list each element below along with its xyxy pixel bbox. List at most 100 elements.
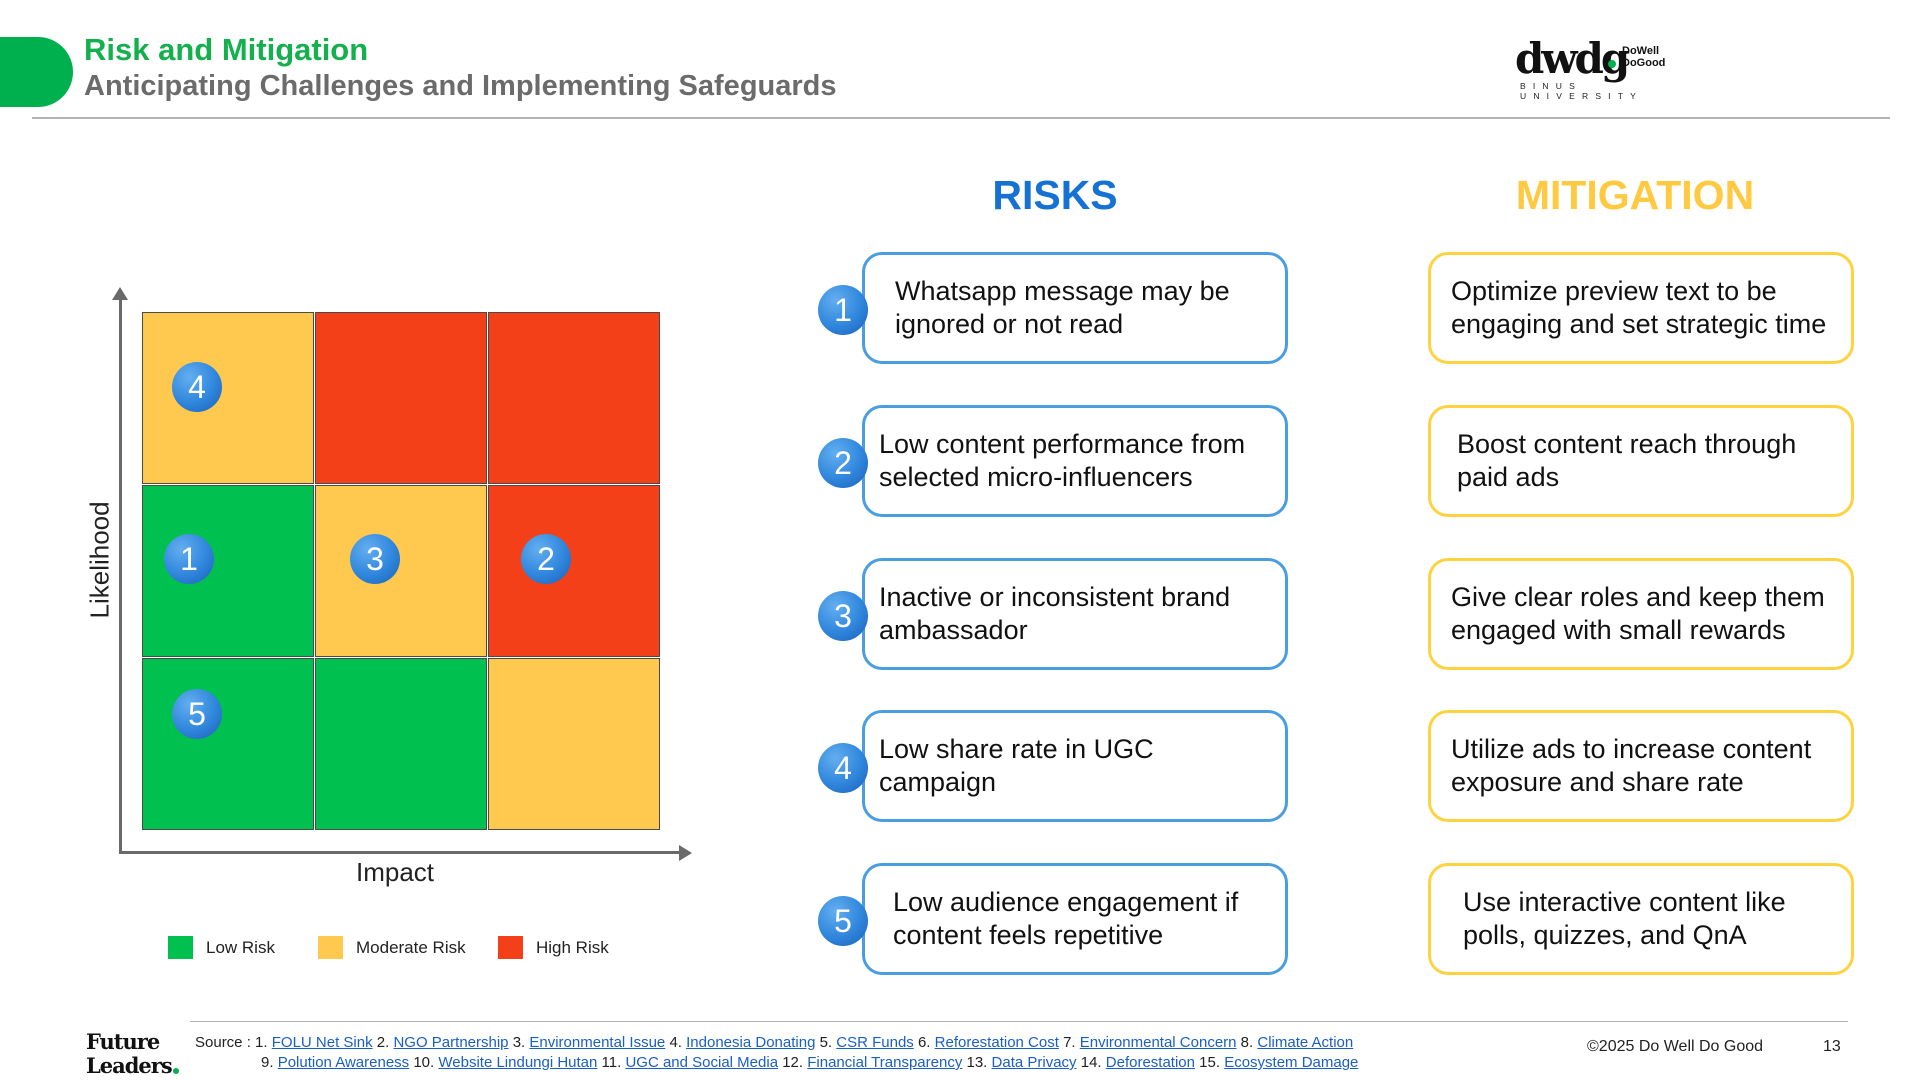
mitigation-card-4: Utilize ads to increase content exposure…	[1428, 710, 1854, 822]
risk-card-5: Low audience engagement if content feels…	[862, 863, 1288, 975]
legend-swatch	[318, 936, 343, 959]
sources-line1: Source : 1. FOLU Net Sink 2. NGO Partner…	[195, 1033, 1475, 1053]
logo-tagline: DoWell DoGood	[1622, 45, 1665, 69]
mitigation-card-1: Optimize preview text to be engaging and…	[1428, 252, 1854, 364]
matrix-badge-3: 3	[350, 534, 400, 584]
footer-divider	[190, 1021, 1848, 1022]
source-link[interactable]: CSR Funds	[836, 1034, 914, 1051]
page-title: Risk and Mitigation	[84, 32, 369, 67]
source-label: Source :	[195, 1034, 251, 1051]
matrix-cell-moderate	[488, 658, 660, 830]
source-link[interactable]: NGO Partnership	[393, 1034, 509, 1051]
sources-line2: 9. Polution Awareness 10. Website Lindun…	[195, 1053, 1475, 1073]
source-number: 1.	[255, 1034, 268, 1051]
mitigation-text: Boost content reach through paid ads	[1457, 429, 1797, 492]
x-axis	[119, 851, 683, 854]
matrix-cell-high	[488, 312, 660, 484]
risk-matrix: 4 1 3 2 5	[142, 312, 662, 832]
source-number: 15.	[1199, 1054, 1221, 1071]
x-axis-arrow	[679, 845, 692, 861]
source-number: 12.	[782, 1054, 804, 1071]
logo-university: BINUS UNIVERSITY	[1520, 81, 1644, 101]
legend-swatch	[168, 936, 193, 959]
y-axis-arrow	[112, 287, 128, 300]
future-leaders-logo: Future Leaders	[86, 1030, 173, 1078]
source-link[interactable]: Financial Transparency	[807, 1054, 963, 1071]
copyright: ©2025 Do Well Do Good	[1587, 1038, 1764, 1055]
logo-dot	[1608, 60, 1616, 68]
source-link[interactable]: Data Privacy	[991, 1054, 1077, 1071]
source-link[interactable]: Indonesia Donating	[686, 1034, 816, 1051]
source-number: 13.	[966, 1054, 988, 1071]
risk-card-3: Inactive or inconsistent brand ambassado…	[862, 558, 1288, 670]
source-number: 6.	[917, 1034, 931, 1051]
risk-badge-1: 1	[818, 285, 868, 335]
risk-badge-3: 3	[818, 591, 868, 641]
mitigation-text: Use interactive content like polls, quiz…	[1463, 887, 1786, 950]
legend-label: Low Risk	[206, 938, 275, 957]
source-link[interactable]: FOLU Net Sink	[271, 1034, 373, 1051]
matrix-cell-high	[315, 312, 487, 484]
matrix-cell-moderate	[142, 312, 314, 484]
header-divider	[32, 117, 1890, 119]
matrix-badge-5: 5	[172, 689, 222, 739]
matrix-cell-low	[315, 658, 487, 830]
source-number: 2.	[376, 1034, 390, 1051]
source-number: 3.	[512, 1034, 526, 1051]
risk-badge-5: 5	[818, 896, 868, 946]
future-leaders-dot	[173, 1068, 179, 1074]
source-number: 5.	[819, 1034, 833, 1051]
legend-label: High Risk	[536, 938, 609, 957]
source-link[interactable]: Climate Action	[1257, 1034, 1354, 1051]
source-link[interactable]: Environmental Concern	[1079, 1034, 1237, 1051]
y-axis-label: Likelihood	[84, 501, 115, 619]
page-number: 13	[1823, 1038, 1841, 1055]
matrix-badge-4: 4	[172, 362, 222, 412]
risk-badge-4: 4	[818, 743, 868, 793]
matrix-cell-low	[142, 658, 314, 830]
legend-label: Moderate Risk	[356, 938, 466, 957]
source-link[interactable]: UGC and Social Media	[625, 1054, 779, 1071]
dwdg-logo: dwdg DoWell DoGood BINUS UNIVERSITY	[1515, 34, 1690, 102]
source-link[interactable]: Deforestation	[1105, 1054, 1195, 1071]
risks-heading: RISKS	[992, 172, 1118, 218]
source-number: 8.	[1240, 1034, 1254, 1051]
risk-card-1: Whatsapp message may be ignored or not r…	[862, 252, 1288, 364]
brand-line2: Leaders	[86, 1053, 173, 1078]
source-number: 10.	[413, 1054, 435, 1071]
source-number: 9.	[261, 1054, 274, 1071]
source-number: 7.	[1063, 1034, 1076, 1051]
risk-card-2: Low content performance from selected mi…	[862, 405, 1288, 517]
logo-wordmark: dwdg	[1515, 34, 1630, 83]
source-link[interactable]: Ecosystem Damage	[1224, 1054, 1359, 1071]
matrix-badge-2: 2	[521, 534, 571, 584]
x-axis-label: Impact	[355, 857, 435, 887]
risk-text: Low share rate in UGC campaign	[879, 734, 1154, 797]
header-accent-tab	[0, 37, 73, 107]
logo-line1: DoWell	[1622, 45, 1660, 57]
source-link[interactable]: Reforestation Cost	[934, 1034, 1059, 1051]
risk-text: Whatsapp message may be ignored or not r…	[895, 276, 1230, 339]
source-number: 4.	[669, 1034, 682, 1051]
sources: Source : 1. FOLU Net Sink 2. NGO Partner…	[195, 1033, 1475, 1073]
mitigation-card-5: Use interactive content like polls, quiz…	[1428, 863, 1854, 975]
source-link[interactable]: Website Lindungi Hutan	[438, 1054, 598, 1071]
source-link[interactable]: Polution Awareness	[277, 1054, 410, 1071]
source-number: 11.	[601, 1054, 622, 1071]
mitigation-card-2: Boost content reach through paid ads	[1428, 405, 1854, 517]
risk-text: Low content performance from selected mi…	[879, 429, 1246, 492]
mitigation-text: Optimize preview text to be engaging and…	[1451, 276, 1827, 339]
logo-line2: DoGood	[1622, 57, 1666, 69]
matrix-cell-moderate	[315, 485, 487, 657]
y-axis	[119, 296, 122, 854]
source-number: 14.	[1080, 1054, 1102, 1071]
risk-card-4: Low share rate in UGC campaign	[862, 710, 1288, 822]
legend-swatch	[498, 936, 523, 959]
page-subtitle: Anticipating Challenges and Implementing…	[84, 70, 837, 102]
source-link[interactable]: Environmental Issue	[529, 1034, 666, 1051]
risk-badge-2: 2	[818, 438, 868, 488]
mitigation-card-3: Give clear roles and keep them engaged w…	[1428, 558, 1854, 670]
mitigation-text: Utilize ads to increase content exposure…	[1451, 734, 1812, 797]
mitigation-heading: MITIGATION	[1515, 172, 1755, 218]
mitigation-text: Give clear roles and keep them engaged w…	[1451, 582, 1825, 645]
